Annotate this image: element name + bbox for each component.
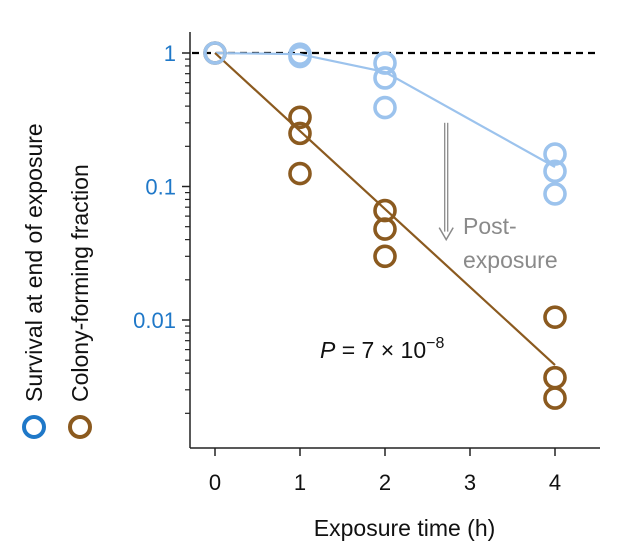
fit-lines xyxy=(214,51,556,366)
point-colony-1 xyxy=(288,105,312,130)
legend-marker-colony xyxy=(68,415,92,439)
y-tick-label-0: 1 xyxy=(164,41,176,66)
x-tick-label-0: 0 xyxy=(209,470,221,495)
annotations: Post- exposure P = 7 × 10−8 xyxy=(320,122,558,363)
point-colony-6 xyxy=(373,244,397,269)
p-value-eq: = 7 × 10 xyxy=(335,337,426,363)
legend-item-colony: Colony-forming fraction xyxy=(67,164,93,439)
point-survival-2 xyxy=(288,44,312,69)
p-value-prefix: P xyxy=(320,337,336,363)
point-survival-5 xyxy=(373,95,397,120)
point-colony-7 xyxy=(543,305,567,329)
post-exposure-label-line2: exposure xyxy=(463,247,558,273)
x-tick-label-1: 1 xyxy=(294,470,306,495)
legend-item-survival: Survival at end of exposure xyxy=(21,123,47,439)
legend: Colony-forming fraction Survival at end … xyxy=(21,123,93,439)
point-colony-8 xyxy=(543,365,567,390)
x-tick-label-2: 2 xyxy=(379,470,391,495)
legend-label-colony: Colony-forming fraction xyxy=(67,164,93,402)
point-survival-4 xyxy=(373,66,397,90)
point-survival-8 xyxy=(543,182,567,206)
point-survival-7 xyxy=(543,159,567,184)
fit-line-survival xyxy=(214,51,556,168)
point-colony-3 xyxy=(288,161,312,186)
post-exposure-label-line1: Post- xyxy=(463,213,517,239)
y-tick-label-1: 0.1 xyxy=(145,175,176,200)
axes: 0 1 2 3 4 Exposure time (h) 1 0.1 0.01 xyxy=(133,32,600,541)
point-colony-5 xyxy=(373,217,397,241)
x-axis-title: Exposure time (h) xyxy=(314,515,496,541)
fit-line-colony xyxy=(214,52,556,366)
post-exposure-arrow-head xyxy=(438,227,454,242)
data-points xyxy=(203,41,567,410)
y-tick-label-2: 0.01 xyxy=(133,308,176,333)
point-colony-9 xyxy=(543,386,567,410)
legend-label-survival: Survival at end of exposure xyxy=(21,123,47,402)
p-value-exp: −8 xyxy=(426,335,444,352)
point-survival-3 xyxy=(373,51,397,75)
p-value-label: P = 7 × 10−8 xyxy=(320,335,445,363)
point-survival-6 xyxy=(543,142,567,166)
legend-marker-survival xyxy=(22,415,46,439)
point-survival-0 xyxy=(203,41,227,65)
x-tick-label-3: 3 xyxy=(464,470,476,495)
point-colony-2 xyxy=(288,121,312,146)
x-tick-label-4: 4 xyxy=(549,470,561,495)
